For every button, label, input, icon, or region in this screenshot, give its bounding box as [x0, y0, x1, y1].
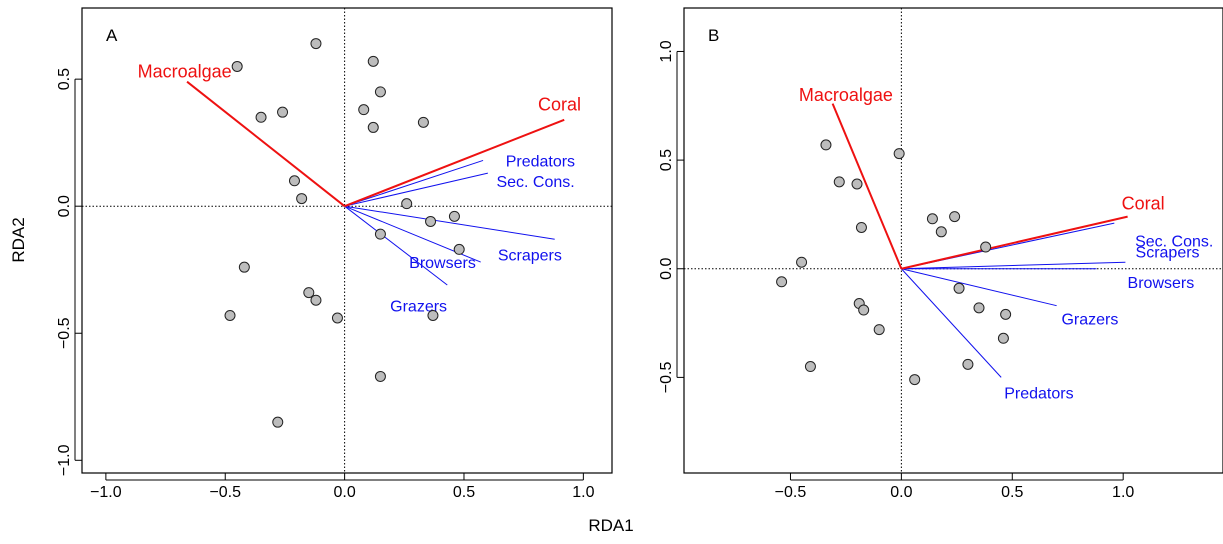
- species-arrow: [901, 261, 1126, 270]
- site-point: [833, 176, 845, 188]
- site-point: [980, 241, 992, 253]
- site-point: [296, 193, 308, 205]
- site-point: [303, 287, 315, 299]
- site-point: [448, 210, 460, 222]
- site-point: [926, 213, 938, 225]
- species-arrow: [344, 205, 448, 286]
- env-arrow-label: Macroalgae: [138, 62, 232, 82]
- site-point: [776, 276, 788, 288]
- species-arrow: [344, 159, 484, 207]
- env-arrow: [186, 80, 346, 207]
- panel-b: −0.5 0.0 0.5 1.0 −0.5 0.0 0.5 1.0 B Sec. Cons.Scr…: [658, 7, 1223, 501]
- species-arrow-label: Scrapers: [1136, 244, 1200, 261]
- species-arrow-label: Sec. Cons.: [1135, 234, 1213, 251]
- site-point: [962, 358, 974, 370]
- site-point: [238, 261, 250, 273]
- species-arrow-label: Grazers: [390, 298, 447, 315]
- site-point: [855, 221, 867, 233]
- x-tick-label: 1.0: [1112, 484, 1134, 501]
- x-tick-label: −0.5: [209, 484, 241, 501]
- site-point: [997, 332, 1009, 344]
- x-tick-label: 0.5: [453, 484, 475, 501]
- x-tick-label: 0.5: [1001, 484, 1023, 501]
- site-point: [953, 282, 965, 294]
- y-tick-label: 0.5: [56, 68, 73, 90]
- site-point: [427, 309, 439, 321]
- site-point: [310, 294, 322, 306]
- species-arrow-label: Browsers: [1128, 275, 1195, 292]
- site-point: [949, 211, 961, 223]
- species-arrow-label: Predators: [506, 153, 575, 170]
- x-tick-label: −1.0: [90, 484, 122, 501]
- site-point: [973, 302, 985, 314]
- site-point: [796, 256, 808, 268]
- site-point: [255, 111, 267, 123]
- species-arrow: [344, 172, 488, 207]
- site-point: [873, 324, 885, 336]
- species-arrow-label: Sec. Cons.: [496, 174, 574, 191]
- y-tick-label: 0.5: [658, 149, 675, 171]
- y-tick-label: −0.5: [658, 362, 675, 394]
- site-point: [1000, 308, 1012, 320]
- site-point: [893, 148, 905, 160]
- env-arrow-label: Macroalgae: [799, 85, 893, 105]
- y-tick-label: 0.0: [56, 195, 73, 217]
- species-arrow: [344, 205, 555, 240]
- site-point: [858, 304, 870, 316]
- site-point: [401, 198, 413, 210]
- shared-y-axis-label: RDA2: [9, 217, 28, 262]
- species-arrow-label: Scrapers: [498, 247, 562, 264]
- site-point: [231, 60, 243, 72]
- species-arrow: [901, 268, 1002, 378]
- shared-x-axis-label: RDA1: [588, 516, 633, 535]
- site-point: [909, 374, 921, 386]
- y-tick-label: −0.5: [56, 317, 73, 349]
- panel-label: B: [708, 26, 719, 45]
- env-arrow: [344, 118, 565, 208]
- site-point: [453, 243, 465, 255]
- site-point: [417, 116, 429, 128]
- x-tick-label: −0.5: [775, 484, 807, 501]
- site-point: [288, 175, 300, 187]
- y-tick-label: −1.0: [56, 444, 73, 476]
- env-arrow-label: Coral: [1122, 194, 1165, 214]
- y-tick-label: 0.0: [658, 258, 675, 280]
- species-arrow-label: Browsers: [409, 255, 476, 272]
- site-point: [358, 104, 370, 116]
- site-point: [310, 38, 322, 50]
- x-tick-label: 1.0: [572, 484, 594, 501]
- site-point: [331, 312, 343, 324]
- site-point: [374, 370, 386, 382]
- panel-a: −1.0 −0.5 0.0 0.5 1.0 −1.0 −0.5 0.0 0.5 A Predator…: [56, 7, 613, 501]
- x-tick-label: 0.0: [890, 484, 912, 501]
- site-point: [367, 121, 379, 133]
- site-point: [374, 86, 386, 98]
- env-arrow: [901, 215, 1128, 270]
- env-arrow-label: Coral: [538, 95, 581, 115]
- site-point: [272, 416, 284, 428]
- x-tick-label: 0.0: [333, 484, 355, 501]
- species-arrow: [901, 268, 1057, 307]
- site-point: [851, 178, 863, 190]
- species-arrow-label: Grazers: [1061, 312, 1118, 329]
- panel-label: A: [106, 26, 118, 45]
- site-point: [224, 309, 236, 321]
- site-point: [820, 139, 832, 151]
- site-point: [935, 226, 947, 238]
- site-point: [804, 361, 816, 373]
- plot-frame: [683, 7, 1223, 474]
- site-point: [277, 106, 289, 118]
- site-point: [374, 228, 386, 240]
- plot-frame: [81, 7, 613, 474]
- y-tick-label: 1.0: [658, 40, 675, 62]
- site-point: [367, 55, 379, 67]
- species-arrow-label: Predators: [1004, 386, 1073, 403]
- site-point: [425, 215, 437, 227]
- env-arrow: [831, 103, 903, 270]
